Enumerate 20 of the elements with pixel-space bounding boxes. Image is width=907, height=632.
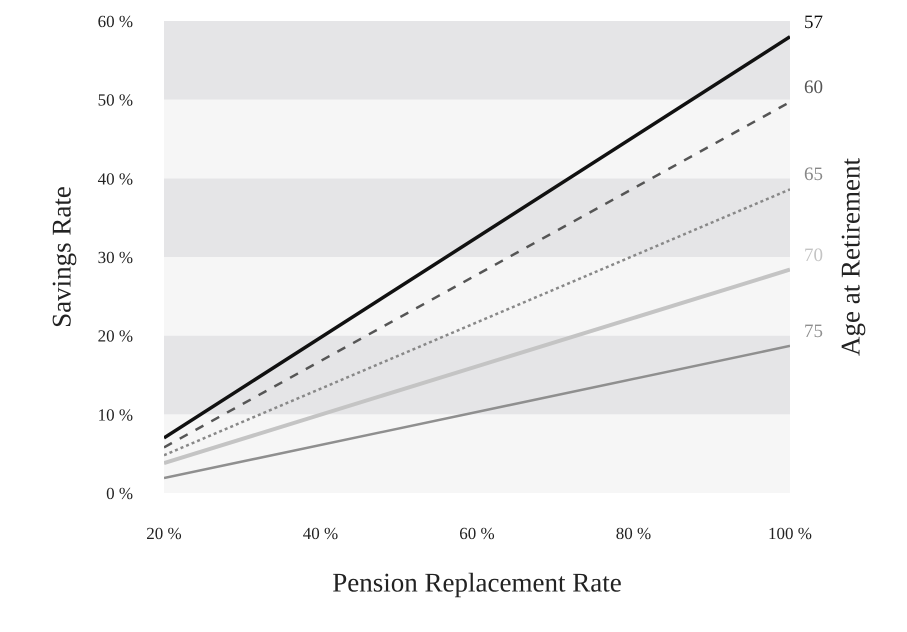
y2-axis-title: Age at Retirement [835,158,866,356]
series-label: 75 [804,321,823,342]
y-tick-label: 40 % [98,169,133,188]
x-tick-label: 80 % [616,524,652,543]
y-axis-title: Savings Rate [46,186,77,328]
series-label: 60 [804,77,823,98]
y-tick-label: 10 % [98,405,133,424]
x-tick-label: 40 % [302,524,338,543]
series-label: 57 [804,12,823,33]
y-tick-label: 20 % [98,326,133,346]
series-label: 65 [804,164,823,185]
y-tick-label: 30 % [98,248,133,267]
series-label: 70 [804,245,823,266]
y-tick-label: 60 % [98,12,133,31]
y-tick-label: 0 % [106,484,133,503]
x-axis-title: Pension Replacement Rate [332,567,622,598]
y-tick-label: 50 % [98,90,133,110]
x-tick-label: 60 % [459,524,495,543]
x-tick-label: 20 % [146,524,182,543]
x-tick-label: 100 % [768,524,812,543]
